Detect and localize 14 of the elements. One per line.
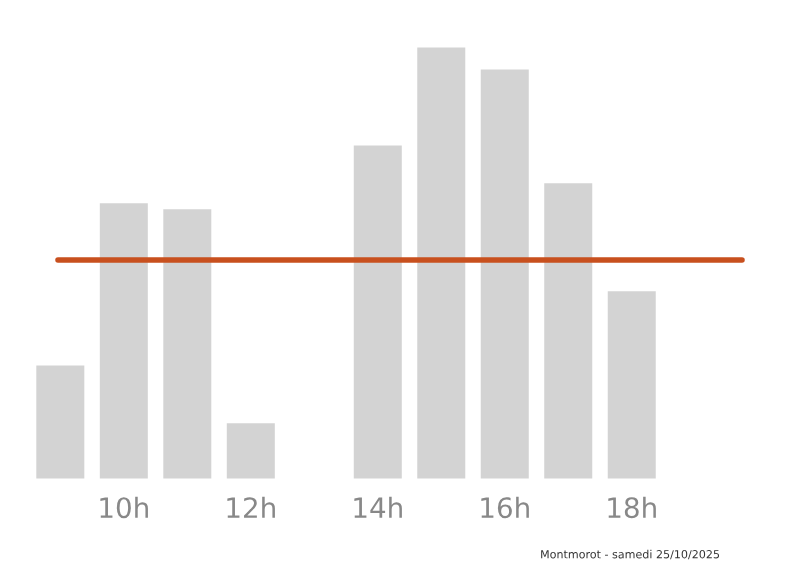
x-tick-label: 16h (481, 496, 529, 519)
x-tick-label: 18h (608, 496, 656, 519)
bar (477, 66, 532, 480)
bar (414, 46, 469, 480)
bar (604, 288, 659, 480)
x-tick-label: 14h (354, 496, 402, 518)
bar (541, 180, 596, 480)
x-tick-label: 10h (100, 496, 148, 519)
bar (160, 206, 215, 480)
bar (33, 362, 88, 480)
x-tick-label: 12h (227, 496, 275, 518)
bar (97, 200, 151, 480)
bar (350, 142, 405, 480)
bar (224, 420, 278, 480)
